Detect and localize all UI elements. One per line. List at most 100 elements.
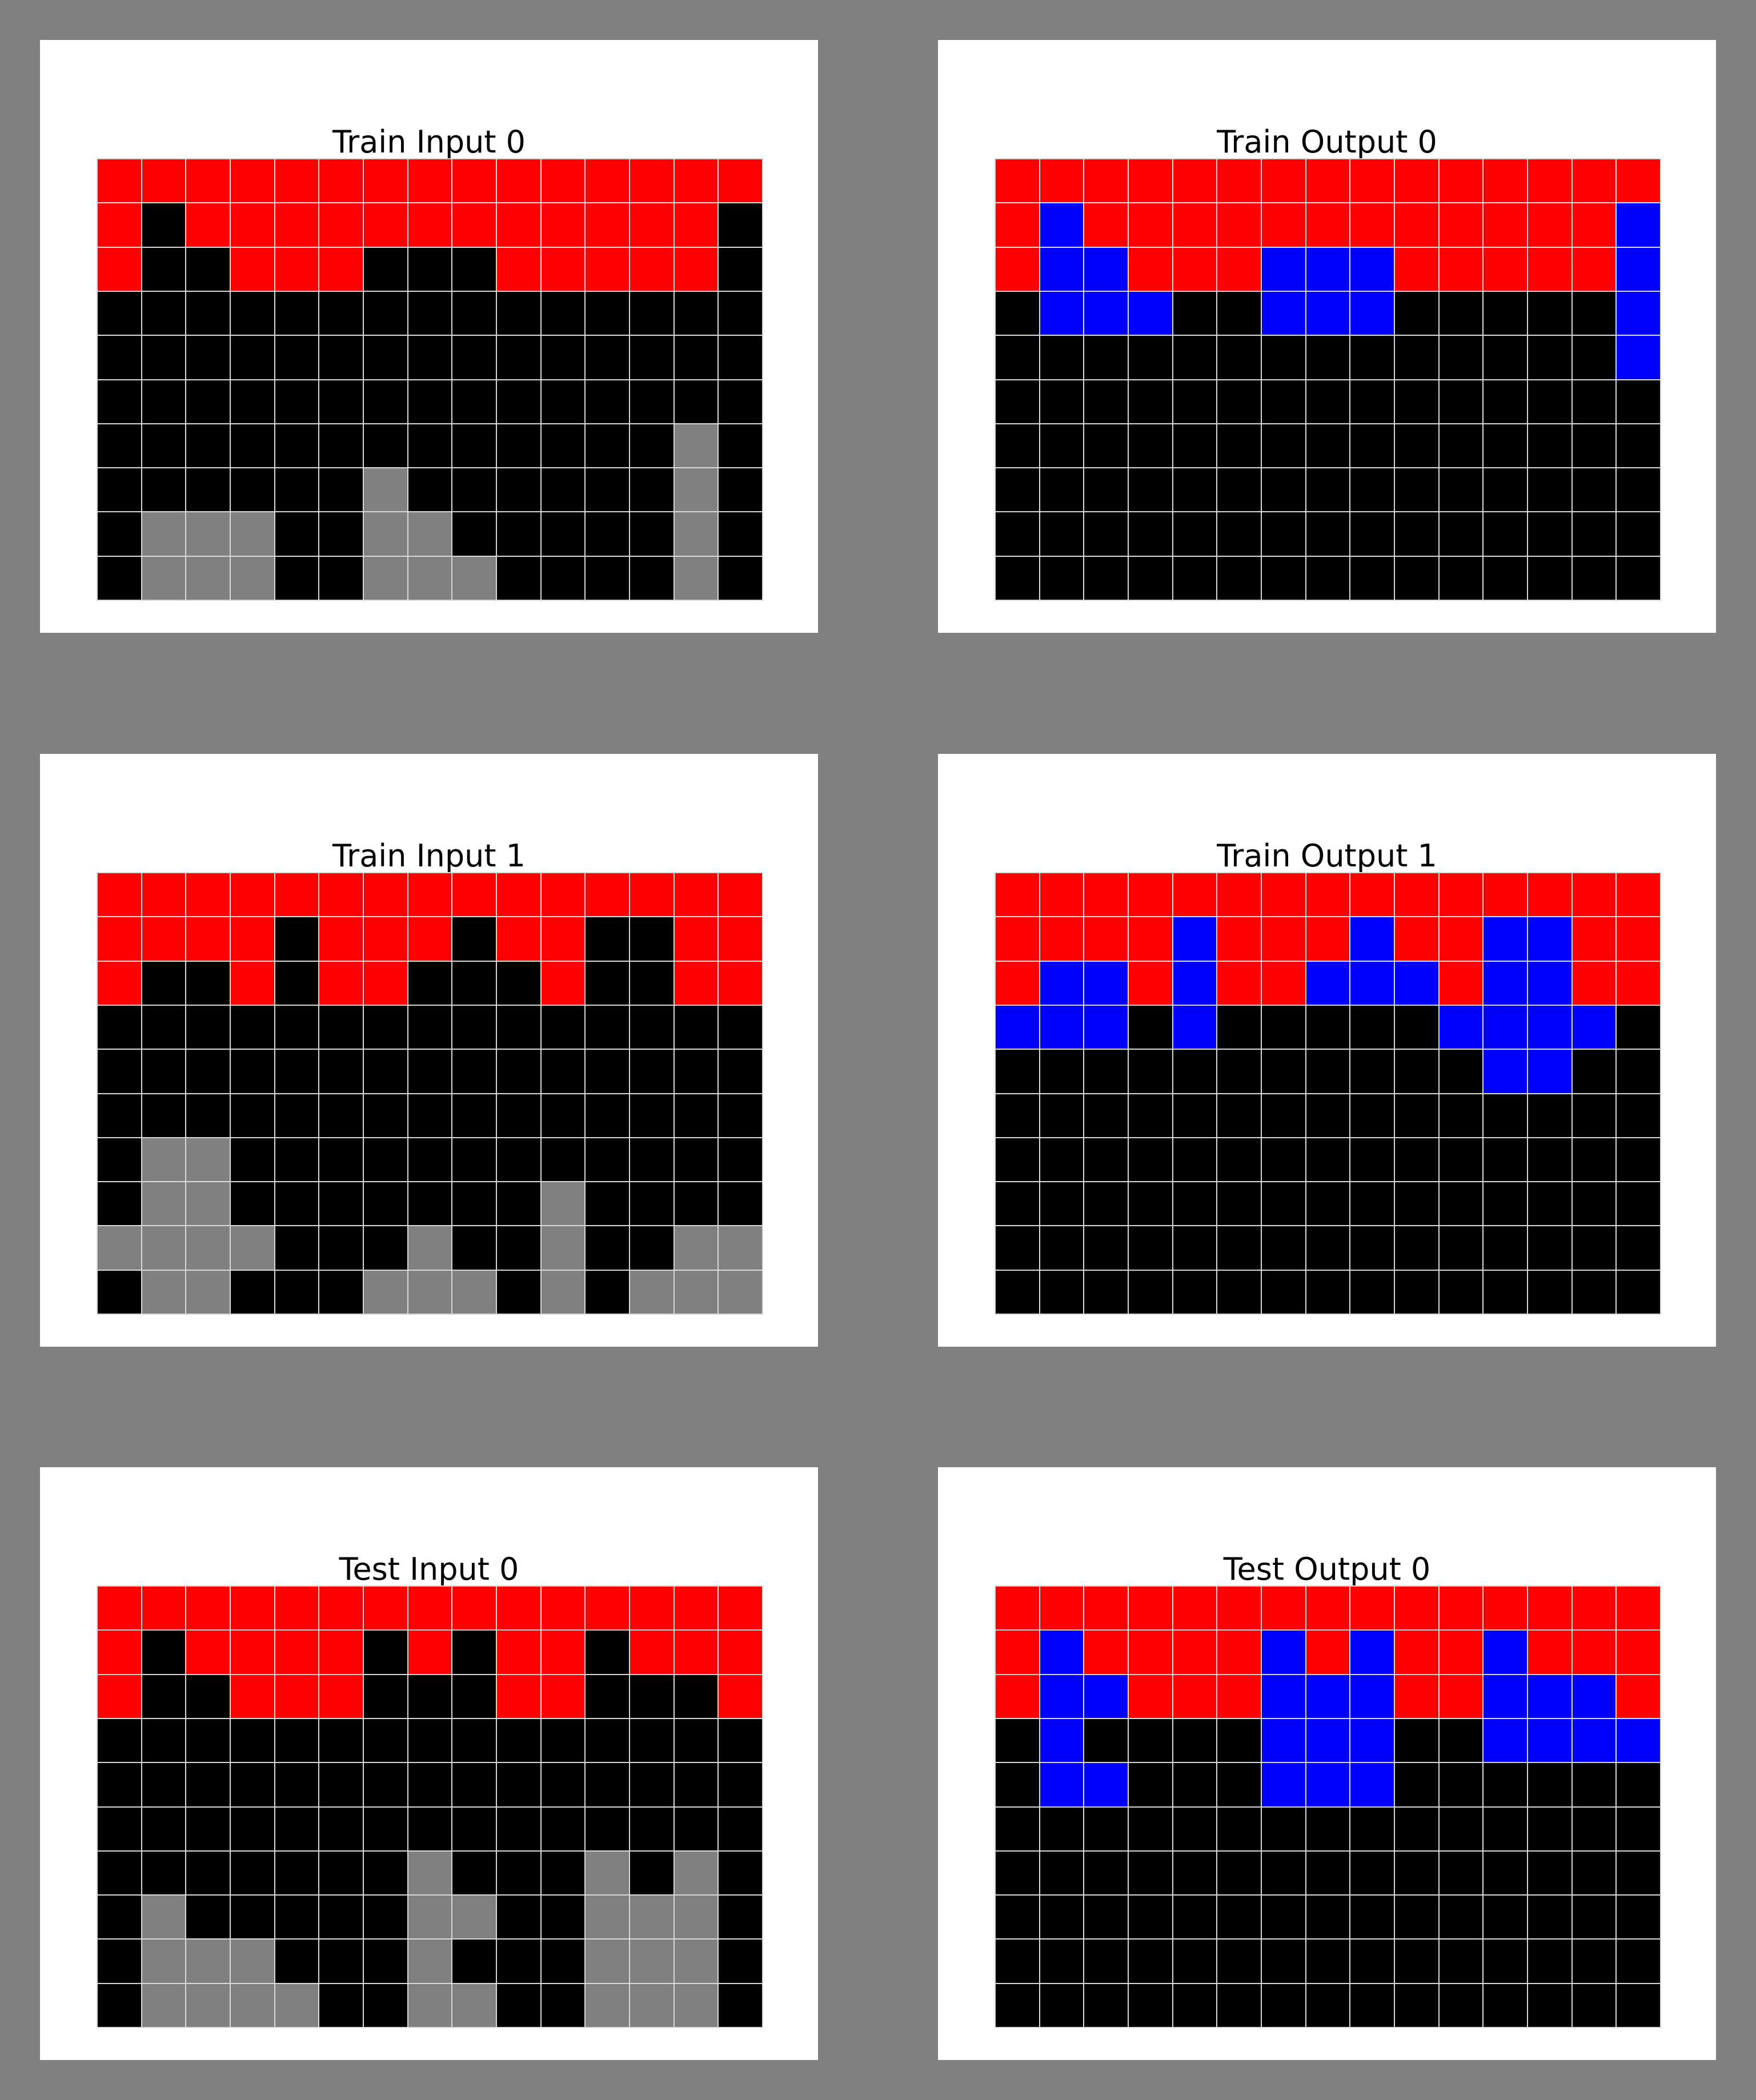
grid-cell bbox=[996, 1763, 1039, 1806]
grid-cell bbox=[1617, 159, 1660, 203]
grid-cell bbox=[719, 1050, 762, 1093]
grid-cell bbox=[1572, 1182, 1616, 1226]
grid-cell bbox=[98, 1226, 141, 1270]
grid-cell bbox=[1306, 873, 1350, 917]
grid-cell bbox=[186, 380, 230, 423]
grid-cell bbox=[1173, 1631, 1217, 1674]
grid-cell bbox=[408, 424, 452, 468]
grid-cell bbox=[186, 1983, 230, 2027]
grid-cell bbox=[1084, 917, 1128, 961]
grid-cell bbox=[1173, 917, 1217, 961]
grid-cell bbox=[1439, 873, 1483, 917]
grid-cell bbox=[1040, 1940, 1084, 1983]
grid-cell bbox=[319, 468, 363, 512]
grid-cell bbox=[1572, 1226, 1616, 1270]
grid-cell bbox=[630, 203, 673, 247]
grid-cell bbox=[230, 1587, 274, 1630]
grid-cell bbox=[1217, 468, 1261, 512]
grid-cell bbox=[674, 917, 718, 961]
grid-cell bbox=[1394, 1983, 1438, 2027]
grid-cell bbox=[1040, 468, 1084, 512]
grid-cell bbox=[719, 1270, 762, 1314]
grid-cell bbox=[98, 1005, 141, 1049]
grid-cell bbox=[1084, 1807, 1128, 1850]
grid-cell bbox=[186, 1226, 230, 1270]
grid-cell bbox=[630, 1675, 673, 1718]
grid-cell bbox=[996, 1005, 1039, 1049]
grid-cell bbox=[142, 1675, 186, 1718]
grid-cell bbox=[363, 1226, 407, 1270]
grid-cell bbox=[719, 1763, 762, 1806]
grid-cell bbox=[319, 336, 363, 379]
grid-cell bbox=[363, 1050, 407, 1093]
grid-cell bbox=[496, 1182, 540, 1226]
grid-cell bbox=[319, 1631, 363, 1674]
grid-cell bbox=[186, 1050, 230, 1093]
grid-cell bbox=[452, 961, 496, 1005]
grid-cell bbox=[1394, 468, 1438, 512]
grid-cell bbox=[1350, 1005, 1394, 1049]
grid-cell bbox=[1528, 1094, 1571, 1137]
grid-cell bbox=[996, 1631, 1039, 1674]
grid-cell bbox=[996, 556, 1039, 600]
grid-cell bbox=[1084, 336, 1128, 379]
grid-cell bbox=[230, 556, 274, 600]
grid-cell bbox=[1617, 1763, 1660, 1806]
grid-cell bbox=[230, 873, 274, 917]
grid-cell bbox=[541, 1138, 585, 1182]
grid-cell bbox=[363, 1983, 407, 2027]
grid-cell bbox=[996, 873, 1039, 917]
grid-cell bbox=[1528, 917, 1571, 961]
grid-cell bbox=[1128, 203, 1172, 247]
grid-cell bbox=[275, 336, 319, 379]
grid-cell bbox=[586, 291, 629, 335]
grid-cell bbox=[541, 1675, 585, 1718]
grid-cell bbox=[1173, 1587, 1217, 1630]
grid-cell bbox=[452, 291, 496, 335]
grid-cell bbox=[98, 1675, 141, 1718]
grid-cell bbox=[996, 1094, 1039, 1137]
grid-cell bbox=[1528, 1940, 1571, 1983]
grid-cell bbox=[586, 961, 629, 1005]
grid-cell bbox=[996, 380, 1039, 423]
grid-cell bbox=[1084, 1182, 1128, 1226]
grid-cell bbox=[1084, 1763, 1128, 1806]
grid-cell bbox=[541, 556, 585, 600]
grid-cell bbox=[586, 1896, 629, 1939]
grid-cell bbox=[1173, 380, 1217, 423]
grid-cell bbox=[230, 1270, 274, 1314]
grid-cell bbox=[586, 1940, 629, 1983]
grid-cell bbox=[1084, 424, 1128, 468]
grid-cell bbox=[1261, 203, 1305, 247]
grid-cell bbox=[1350, 159, 1394, 203]
grid-cell bbox=[186, 556, 230, 600]
grid-cell bbox=[363, 468, 407, 512]
grid-cell bbox=[719, 159, 762, 203]
grid-cell bbox=[1439, 1587, 1483, 1630]
grid-cell bbox=[1484, 1005, 1527, 1049]
grid-cell bbox=[1572, 1094, 1616, 1137]
grid-cell bbox=[319, 961, 363, 1005]
grid-cell bbox=[1040, 424, 1084, 468]
grid-cell bbox=[1084, 1094, 1128, 1137]
grid-cell bbox=[630, 380, 673, 423]
grid-cell bbox=[1217, 556, 1261, 600]
grid-cell bbox=[1350, 1763, 1394, 1806]
grid-cell bbox=[408, 1675, 452, 1718]
grid-cell bbox=[1572, 380, 1616, 423]
grid bbox=[995, 872, 1661, 1315]
grid-cell bbox=[1528, 1005, 1571, 1049]
grid-cell bbox=[1128, 873, 1172, 917]
grid-cell bbox=[1528, 291, 1571, 335]
grid-cell bbox=[541, 159, 585, 203]
grid-cell bbox=[452, 159, 496, 203]
grid-cell bbox=[363, 917, 407, 961]
grid-cell bbox=[719, 1940, 762, 1983]
grid-cell bbox=[452, 424, 496, 468]
grid-cell bbox=[996, 1851, 1039, 1895]
grid-cell bbox=[674, 424, 718, 468]
grid-cell bbox=[363, 1182, 407, 1226]
grid-cell bbox=[408, 247, 452, 291]
grid-cell bbox=[674, 1631, 718, 1674]
grid-cell bbox=[630, 1631, 673, 1674]
